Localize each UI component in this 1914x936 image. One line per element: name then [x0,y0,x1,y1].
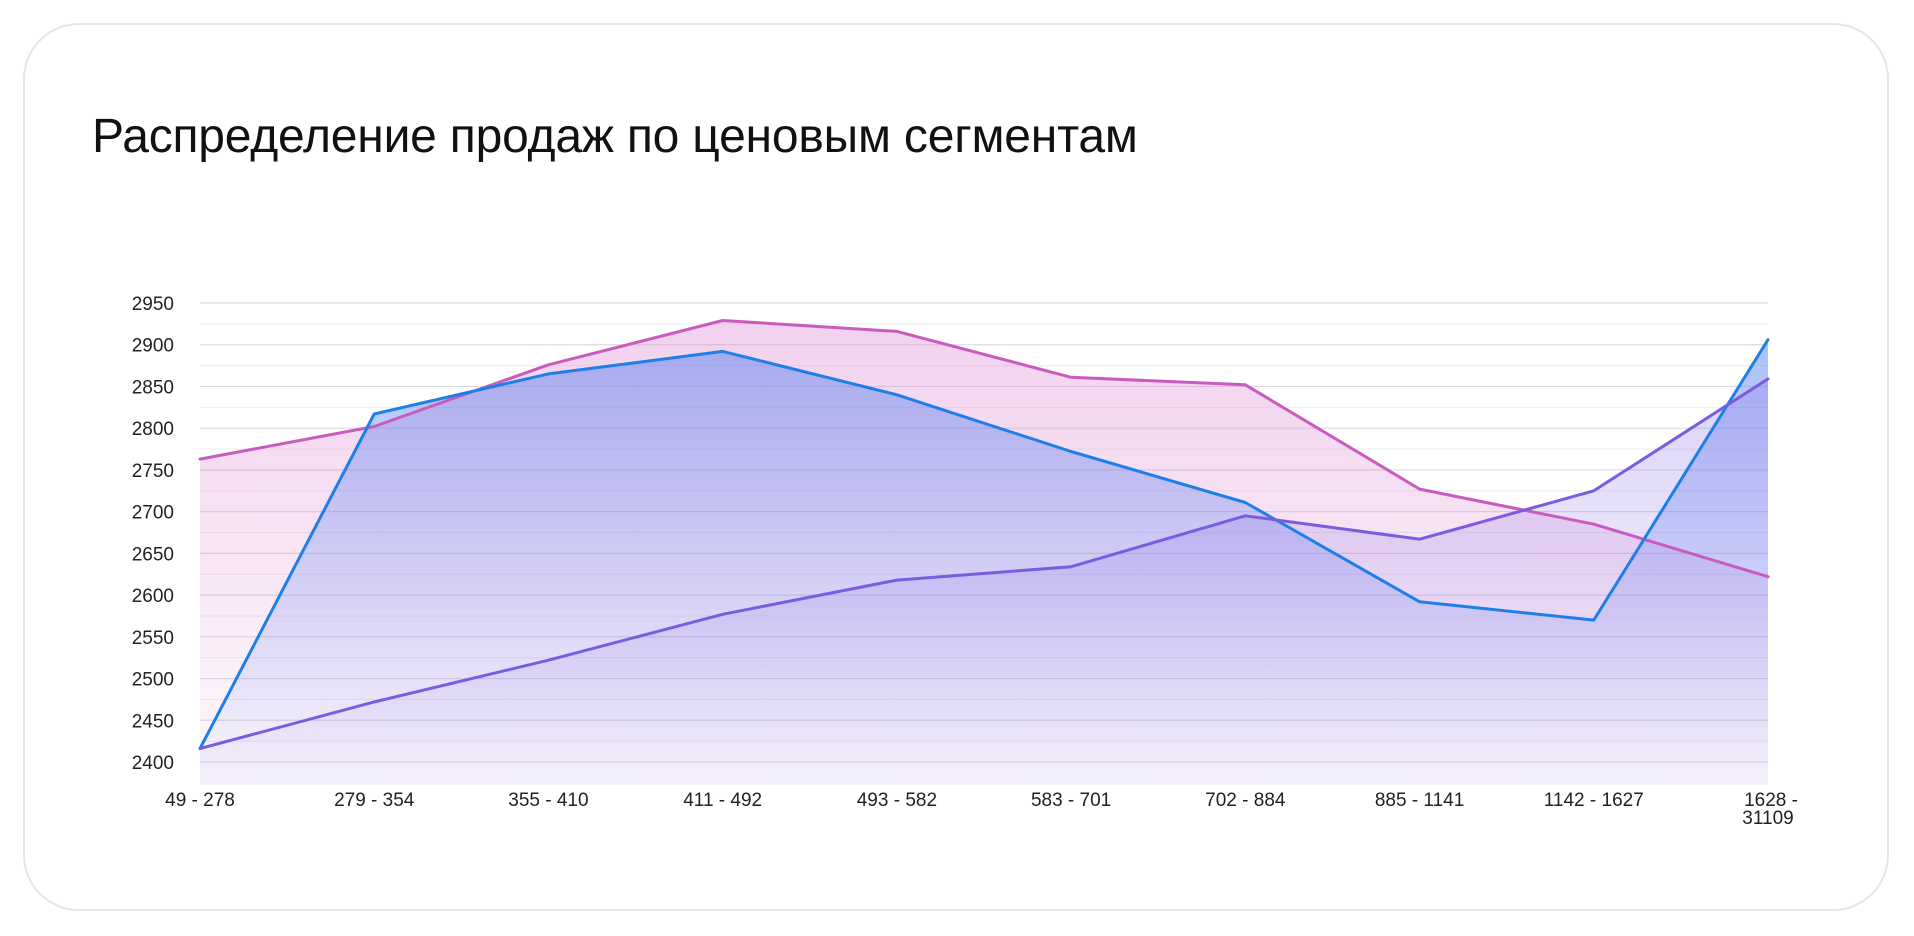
series-line-blue [198,338,1770,751]
y-tick-label: 2750 [132,461,174,482]
y-tick-label: 2450 [132,711,174,732]
x-tick-label: 49 - 278 [165,790,235,811]
x-tick-label: 1628 -31109 [1742,790,1798,829]
x-tick-label: 885 - 1141 [1375,790,1464,811]
y-tick-label: 2700 [132,503,174,524]
series-line-purple [198,377,1770,751]
x-axis-ticks: 49 - 278 279 - 354 355 - 410 411 - 492 493 -… [165,790,1798,829]
chart-title: Распределение продаж по ценовым сегмента… [92,110,1138,163]
y-axis-ticks: 2400 2450 2500 2550 2600 2650 2700 2750 2800 2850… [132,294,174,774]
y-tick-label: 2400 [132,753,174,774]
series-area-purple [200,378,1768,785]
series-line-pink [198,319,1770,579]
y-tick-label: 2900 [132,336,174,357]
x-tick-label: 355 - 410 [508,790,588,811]
y-tick-label: 2950 [132,294,174,315]
series-lines [198,319,1770,751]
x-tick-label: 1142 - 1627 [1544,790,1644,811]
series-areas [200,320,1768,785]
x-tick-label: 279 - 354 [334,790,415,811]
x-tick-label: 702 - 884 [1205,790,1286,811]
x-tick-label: 583 - 701 [1031,790,1111,811]
x-tick-label: 493 - 582 [857,790,937,811]
y-tick-label: 2850 [132,377,174,398]
y-tick-label: 2500 [132,670,174,691]
x-tick-label: 411 - 492 [683,790,762,811]
y-tick-label: 2800 [132,419,174,440]
y-tick-label: 2650 [132,544,174,565]
y-tick-label: 2600 [132,586,174,607]
y-tick-label: 2550 [132,628,174,649]
